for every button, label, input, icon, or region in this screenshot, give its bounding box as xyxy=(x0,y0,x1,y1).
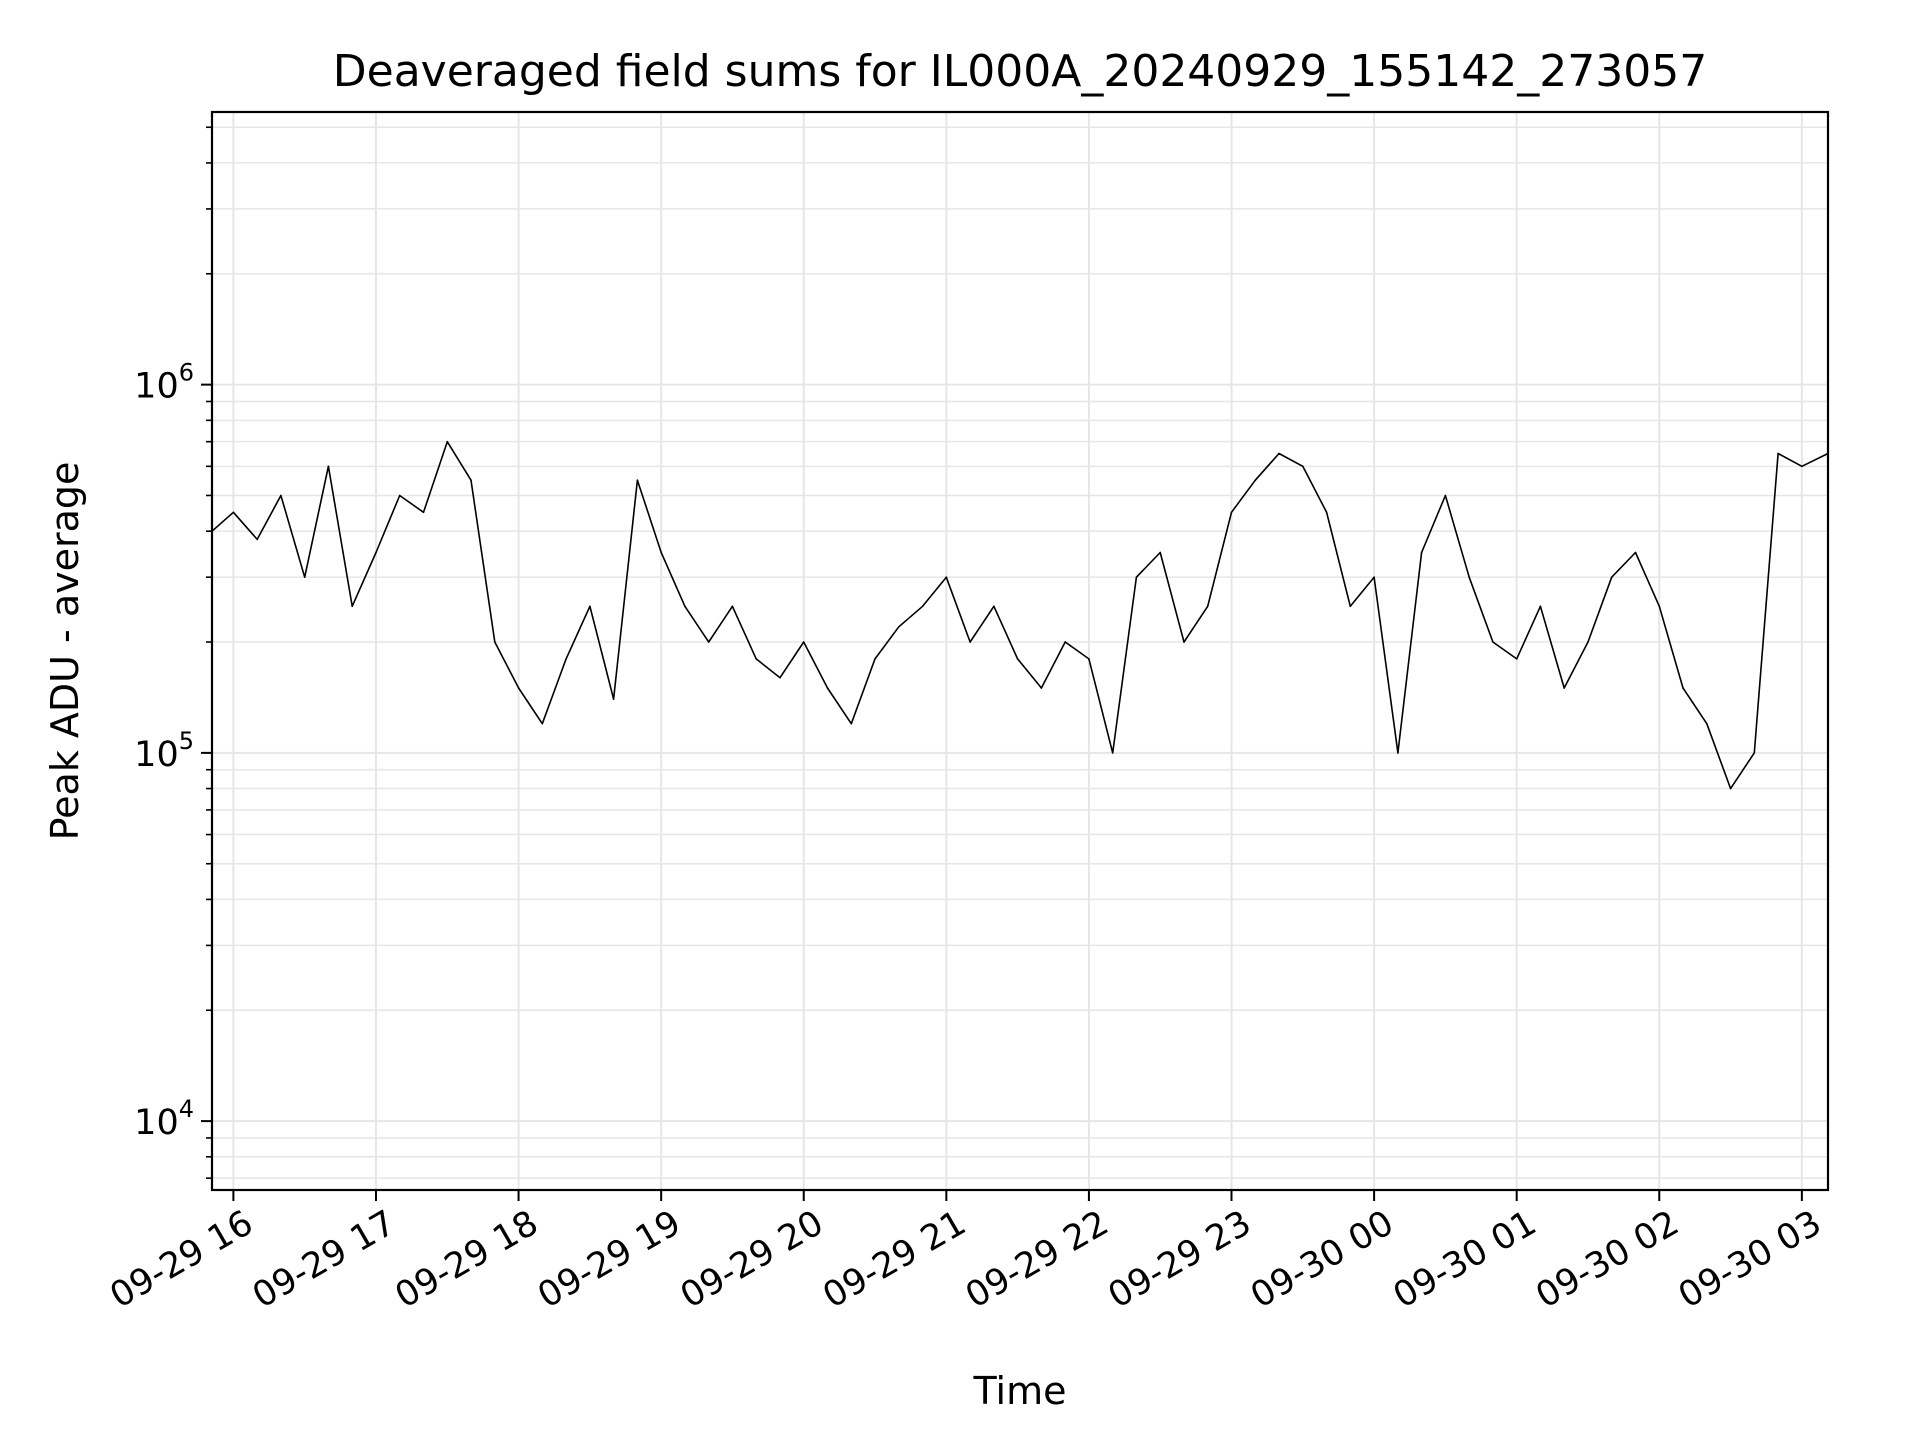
grid xyxy=(212,112,1828,1190)
series-point-0-53 xyxy=(1468,576,1470,578)
series-point-0-18 xyxy=(636,479,639,482)
series-point-0-66 xyxy=(1777,452,1779,455)
series-point-0-45 xyxy=(1278,452,1280,455)
series-point-0-40 xyxy=(1159,551,1161,554)
series-point-0-25 xyxy=(802,641,805,643)
series-point-0-49 xyxy=(1373,576,1375,578)
series-point-0-7 xyxy=(375,551,377,554)
series-point-0-36 xyxy=(1064,641,1066,643)
series-point-0-37 xyxy=(1088,658,1090,660)
series-point-0-48 xyxy=(1349,605,1352,608)
series-point-0-31 xyxy=(945,576,948,578)
series-point-0-29 xyxy=(898,626,900,628)
series-point-0-9 xyxy=(422,511,425,514)
series-point-0-20 xyxy=(684,605,686,608)
series-point-0-33 xyxy=(993,605,995,608)
y-axis: 104 105 106 xyxy=(134,126,212,1179)
series-point-0-35 xyxy=(1040,687,1043,689)
series-point-0-43 xyxy=(1230,511,1233,514)
series-group xyxy=(211,440,1829,790)
series-point-0-67 xyxy=(1801,465,1803,468)
series-point-0-14 xyxy=(541,722,544,725)
series-point-0-41 xyxy=(1183,641,1185,643)
series-point-0-8 xyxy=(398,494,401,497)
series-point-0-51 xyxy=(1420,551,1423,554)
series-point-0-62 xyxy=(1682,687,1684,689)
series-point-0-55 xyxy=(1515,658,1518,660)
series-point-0-17 xyxy=(612,698,615,700)
series-point-0-34 xyxy=(1016,658,1019,660)
series-point-0-1 xyxy=(232,511,235,514)
series-point-0-3 xyxy=(280,494,282,497)
series-point-0-30 xyxy=(921,605,924,608)
series-point-0-52 xyxy=(1444,494,1447,497)
series-point-0-10 xyxy=(446,440,449,443)
y-tick-label-0: 104 xyxy=(134,1095,194,1143)
series-point-0-24 xyxy=(779,676,781,679)
series-point-0-4 xyxy=(303,576,306,578)
series-point-0-42 xyxy=(1206,605,1209,608)
series-point-0-26 xyxy=(826,687,829,689)
y-tick-label-1: 105 xyxy=(134,727,194,775)
plot-frame xyxy=(210,110,1830,1192)
series-point-0-65 xyxy=(1753,752,1756,754)
series-point-0-2 xyxy=(256,538,259,541)
series-point-0-39 xyxy=(1135,576,1138,578)
series-point-0-16 xyxy=(589,605,591,608)
series-point-0-38 xyxy=(1111,752,1114,754)
y-tick-label-2: 106 xyxy=(134,359,194,407)
series-point-0-15 xyxy=(565,658,567,660)
series-point-0-59 xyxy=(1610,576,1613,578)
series-point-0-64 xyxy=(1729,787,1732,790)
series-point-0-19 xyxy=(660,551,662,554)
series-point-0-63 xyxy=(1706,722,1708,725)
series-point-0-5 xyxy=(327,465,330,468)
series-point-0-13 xyxy=(517,687,520,689)
series-point-0-54 xyxy=(1492,641,1494,643)
series-point-0-61 xyxy=(1658,605,1661,608)
series-point-0-28 xyxy=(874,658,876,660)
series-point-0-21 xyxy=(707,641,710,643)
series-point-0-11 xyxy=(470,479,472,482)
x-axis-label: Time xyxy=(973,1369,1067,1413)
series-point-0-6 xyxy=(351,605,354,608)
y-axis-label: Peak ADU - average xyxy=(43,462,87,841)
series-point-0-46 xyxy=(1302,465,1304,468)
series-point-0-47 xyxy=(1325,511,1328,514)
series-point-0-58 xyxy=(1587,641,1589,643)
series-point-0-50 xyxy=(1397,752,1399,754)
series-point-0-12 xyxy=(494,641,496,643)
series-point-0-27 xyxy=(850,722,853,725)
series-point-0-60 xyxy=(1634,551,1637,554)
series-point-0-32 xyxy=(969,641,971,643)
series-point-0-22 xyxy=(731,605,734,608)
series-point-0-44 xyxy=(1254,479,1257,482)
series-point-0-23 xyxy=(755,658,757,660)
chart-title: Deaveraged field sums for IL000A_2024092… xyxy=(333,46,1707,97)
series-point-0-56 xyxy=(1539,605,1542,608)
series-point-0-57 xyxy=(1563,687,1565,689)
